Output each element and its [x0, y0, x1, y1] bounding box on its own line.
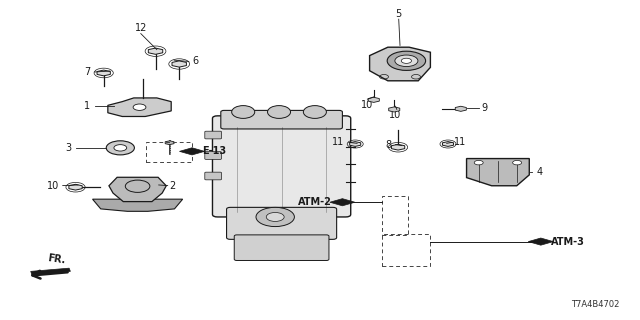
Text: 4: 4 — [536, 167, 543, 177]
Text: 10: 10 — [361, 100, 374, 110]
Text: 2: 2 — [170, 180, 176, 191]
Ellipse shape — [303, 106, 326, 118]
Circle shape — [401, 58, 412, 63]
Polygon shape — [368, 97, 380, 102]
FancyBboxPatch shape — [205, 131, 221, 139]
Polygon shape — [179, 148, 205, 155]
Text: 1: 1 — [83, 101, 90, 111]
Circle shape — [106, 141, 134, 155]
Bar — [382, 234, 430, 266]
Ellipse shape — [268, 106, 291, 118]
FancyBboxPatch shape — [227, 207, 337, 239]
Text: 11: 11 — [332, 137, 344, 148]
Text: 6: 6 — [192, 56, 198, 67]
Circle shape — [513, 160, 522, 165]
Text: 12: 12 — [134, 23, 147, 33]
Text: ATM-3: ATM-3 — [551, 236, 585, 247]
Circle shape — [387, 51, 426, 70]
Text: 5: 5 — [396, 9, 402, 19]
Text: ATM-2: ATM-2 — [298, 197, 332, 207]
Polygon shape — [442, 141, 454, 147]
Circle shape — [256, 207, 294, 227]
FancyBboxPatch shape — [221, 110, 342, 129]
Polygon shape — [330, 199, 355, 206]
Text: 10: 10 — [389, 110, 401, 120]
Text: T7A4B4702: T7A4B4702 — [571, 300, 620, 309]
FancyBboxPatch shape — [212, 116, 351, 217]
Polygon shape — [349, 141, 361, 147]
FancyBboxPatch shape — [205, 172, 221, 180]
Bar — [146, 142, 192, 162]
Polygon shape — [388, 107, 400, 112]
Polygon shape — [93, 199, 182, 211]
Polygon shape — [172, 61, 186, 67]
Text: 11: 11 — [454, 137, 467, 148]
Polygon shape — [370, 47, 430, 81]
Polygon shape — [392, 144, 404, 150]
Circle shape — [395, 55, 418, 67]
Text: E-13: E-13 — [202, 146, 227, 156]
Polygon shape — [165, 141, 174, 145]
Polygon shape — [108, 98, 172, 116]
Circle shape — [114, 145, 127, 151]
Text: 10: 10 — [47, 180, 59, 191]
Bar — [382, 196, 408, 235]
Circle shape — [474, 160, 483, 165]
Polygon shape — [528, 238, 554, 245]
Ellipse shape — [232, 106, 255, 118]
Polygon shape — [109, 177, 166, 202]
Text: 8: 8 — [385, 140, 392, 150]
Text: 9: 9 — [481, 103, 488, 113]
Circle shape — [266, 212, 284, 221]
Text: 3: 3 — [65, 143, 72, 153]
Polygon shape — [69, 184, 82, 190]
Text: FR.: FR. — [47, 253, 66, 266]
Polygon shape — [455, 106, 467, 111]
Polygon shape — [31, 268, 70, 275]
Circle shape — [133, 104, 146, 110]
FancyBboxPatch shape — [234, 235, 329, 260]
Polygon shape — [97, 70, 110, 76]
Text: 7: 7 — [84, 67, 91, 77]
Polygon shape — [148, 48, 163, 54]
FancyBboxPatch shape — [205, 152, 221, 159]
Polygon shape — [467, 158, 529, 186]
